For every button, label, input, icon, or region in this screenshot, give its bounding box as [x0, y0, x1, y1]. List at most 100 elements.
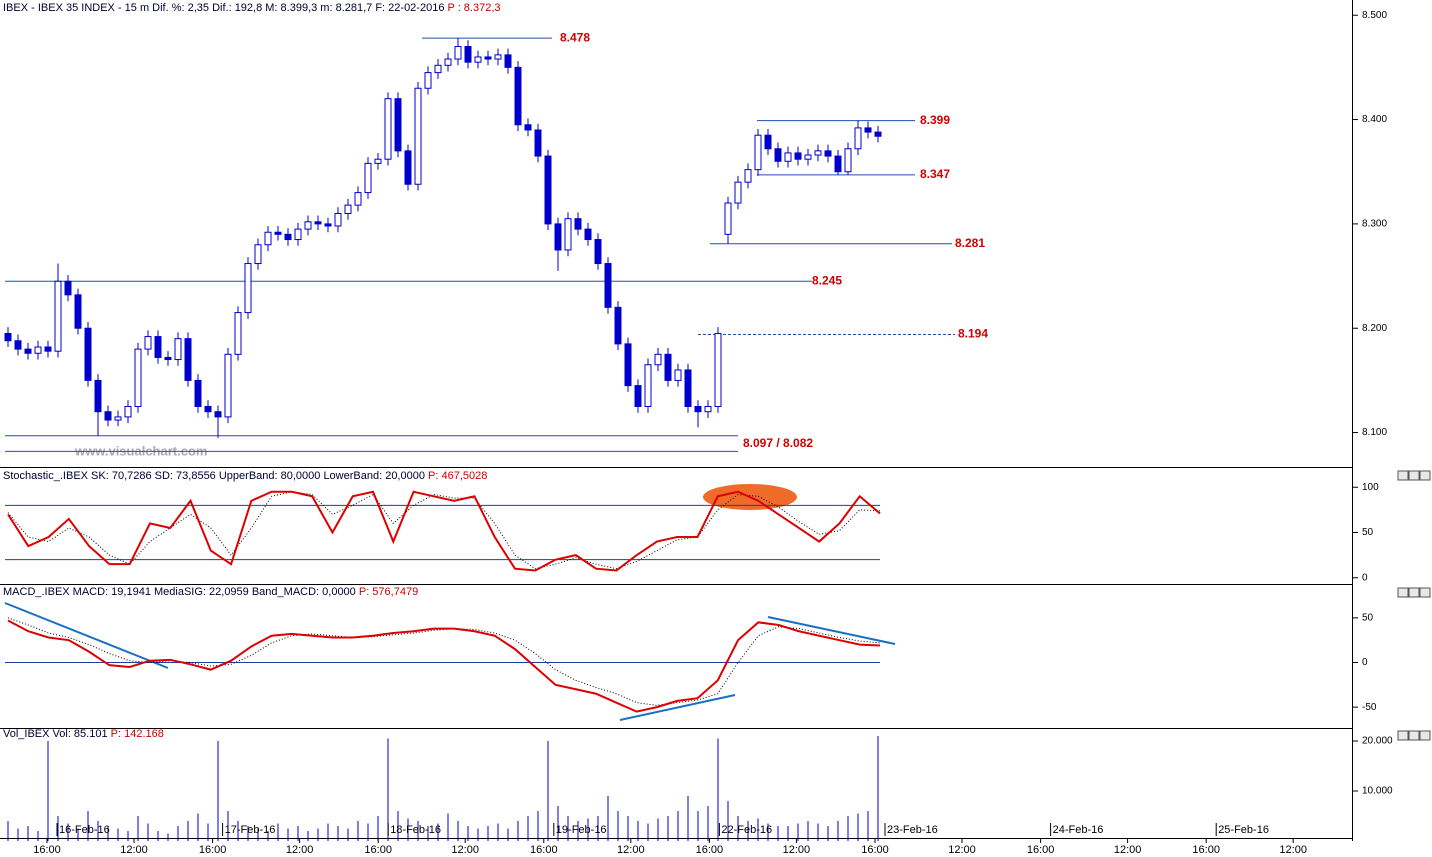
candle-body: [64, 280, 72, 296]
x-date-label: 18-Feb-16: [390, 824, 441, 836]
candle-body: [204, 405, 212, 413]
candle-body: [4, 332, 12, 342]
minimize-button[interactable]: [1397, 730, 1409, 741]
candle-body: [404, 150, 412, 185]
candle-body: [464, 46, 472, 63]
minimize-button[interactable]: [1397, 587, 1409, 598]
candle-body: [524, 124, 532, 131]
candle-body: [304, 221, 312, 230]
candle-body: [574, 218, 582, 230]
candle-body: [684, 369, 692, 407]
candle-body: [284, 233, 292, 241]
x-date-label: 25-Feb-16: [1218, 824, 1269, 836]
candle-body: [814, 150, 822, 156]
panel-price: P: 142.168: [111, 728, 164, 740]
maximize-button[interactable]: [1408, 470, 1420, 481]
candle-body: [354, 192, 362, 206]
candle-body: [224, 353, 232, 418]
y-tick-label: 0: [1362, 572, 1368, 583]
candle-body: [34, 346, 42, 354]
y-tick-label: 8.300: [1362, 219, 1387, 230]
trendlines: [4, 602, 896, 721]
indicator-line: [7, 619, 881, 713]
candle-body: [704, 405, 712, 413]
candle-body: [654, 353, 662, 366]
candle-body: [584, 228, 592, 241]
chart-header: IBEX - IBEX 35 INDEX - 15 m Dif. %: 2,35…: [3, 2, 501, 14]
panel-price: P: 576,7479: [359, 586, 418, 598]
candle-body: [744, 169, 752, 183]
candle-body: [734, 181, 742, 204]
candle-body: [74, 294, 82, 329]
candle-body: [484, 56, 492, 60]
trendline: [767, 616, 896, 645]
candle-body: [134, 348, 142, 407]
x-time-label: 12:00: [617, 844, 645, 856]
x-time-label: 16:00: [530, 844, 558, 856]
frame: [0, 0, 1353, 841]
trendline: [619, 694, 736, 721]
level-label: 8.194: [958, 327, 988, 341]
x-time-label: 16:00: [33, 844, 61, 856]
x-date-label: 17-Feb-16: [225, 824, 276, 836]
x-time-label: 12:00: [451, 844, 479, 856]
x-date-label: 23-Feb-16: [887, 824, 938, 836]
candle-body: [84, 327, 92, 381]
level-label: 8.245: [812, 273, 842, 287]
window-buttons: [1397, 470, 1431, 741]
level-label: 8.478: [560, 30, 590, 44]
candle-body: [344, 204, 352, 214]
maximize-button[interactable]: [1408, 730, 1420, 741]
y-tick-label: 8.400: [1362, 114, 1387, 125]
candle-body: [764, 134, 772, 150]
candle-body: [24, 348, 32, 354]
close-button[interactable]: [1419, 470, 1431, 481]
candle-body: [384, 98, 392, 160]
y-tick-label: 8.200: [1362, 323, 1387, 334]
panel-price: P: 467,5028: [428, 470, 487, 482]
candle-body: [644, 364, 652, 407]
candle-body: [634, 385, 642, 407]
candle-body: [54, 280, 62, 352]
maximize-button[interactable]: [1408, 587, 1420, 598]
x-time-label: 16:00: [696, 844, 724, 856]
candle-body: [874, 131, 882, 137]
candle-body: [794, 152, 802, 160]
panel-title-text: Stochastic_.IBEX SK: 70,7286 SD: 73,8556…: [3, 470, 425, 482]
candle-body: [774, 148, 782, 162]
x-time-label: 12:00: [120, 844, 148, 856]
candle-body: [514, 66, 522, 126]
x-date-label: 16-Feb-16: [59, 824, 110, 836]
y-tick-label: 0: [1362, 657, 1368, 668]
minimize-button[interactable]: [1397, 470, 1409, 481]
y-tick-label: -50: [1362, 702, 1377, 713]
y-tick-label: 50: [1362, 612, 1374, 623]
header-price: P : 8.372,3: [448, 2, 501, 14]
candle-body: [264, 231, 272, 246]
candle-body: [114, 416, 122, 421]
x-date-label: 24-Feb-16: [1053, 824, 1104, 836]
x-date-label: 19-Feb-16: [556, 824, 607, 836]
candle-body: [184, 338, 192, 381]
candle-body: [694, 405, 702, 413]
candle-body: [104, 411, 112, 421]
close-button[interactable]: [1419, 587, 1431, 598]
candle-body: [424, 72, 432, 89]
header-text: IBEX - IBEX 35 INDEX - 15 m Dif. %: 2,35…: [3, 2, 444, 14]
x-time-label: 16:00: [1027, 844, 1055, 856]
candle-body: [14, 340, 22, 350]
level-label: 8.347: [920, 167, 950, 181]
candle-body: [754, 134, 762, 171]
candle-body: [44, 346, 52, 352]
close-button[interactable]: [1419, 730, 1431, 741]
candle-body: [604, 263, 612, 308]
candle-body: [434, 64, 442, 74]
candle-body: [234, 312, 242, 355]
candle-body: [94, 379, 102, 413]
candle-body: [164, 356, 172, 361]
candle-body: [194, 379, 202, 407]
candle-body: [864, 127, 872, 133]
y-tick-label: 100: [1362, 482, 1379, 493]
candle-body: [274, 231, 282, 235]
